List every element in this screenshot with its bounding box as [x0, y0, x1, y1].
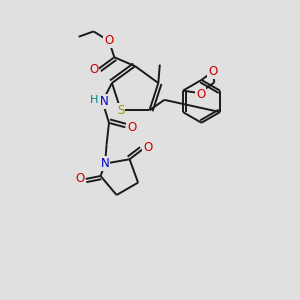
Text: O: O	[208, 65, 218, 78]
Text: N: N	[100, 95, 108, 108]
Text: O: O	[196, 88, 206, 101]
Text: O: O	[143, 141, 153, 154]
Text: O: O	[104, 34, 114, 47]
Text: H: H	[90, 95, 98, 105]
Text: O: O	[127, 121, 136, 134]
Text: S: S	[117, 104, 124, 117]
Text: O: O	[75, 172, 84, 185]
Text: N: N	[101, 157, 110, 170]
Text: O: O	[89, 63, 98, 76]
